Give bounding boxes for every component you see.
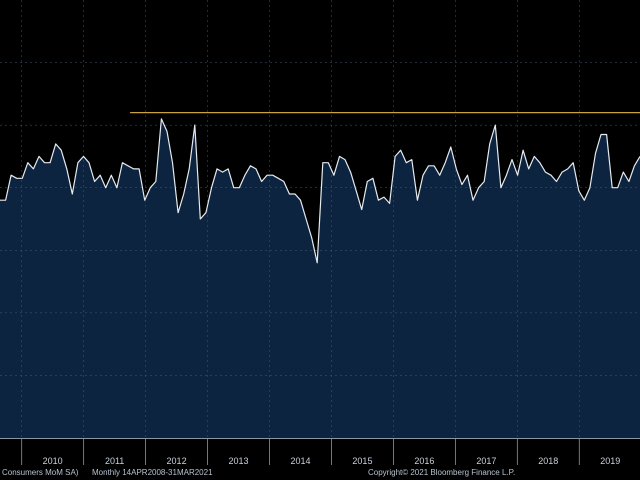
x-tick-label: 2010 — [43, 456, 63, 466]
x-tick-label: 2017 — [476, 456, 496, 466]
x-tick-label: 2014 — [290, 456, 310, 466]
chart-canvas: 2010 2011 2012 2013 2014 2015 2016 2017 2018 2019 — [0, 0, 640, 467]
x-tick-label: 2011 — [105, 456, 124, 466]
x-tick-label: 2013 — [229, 456, 249, 466]
series-area — [0, 118, 640, 439]
x-tick-label: 2015 — [352, 456, 372, 466]
x-tick-label: 2019 — [600, 456, 620, 466]
footer-date-range: Monthly 14APR2008-31MAR2021 — [92, 468, 213, 477]
x-tick-label: 2016 — [414, 456, 434, 466]
footer-series-label: Consumers MoM SA) — [2, 468, 79, 477]
series-line — [0, 118, 640, 264]
x-tick-label: 2018 — [538, 456, 558, 466]
chart-footer: Consumers MoM SA) Monthly 14APR2008-31MA… — [0, 467, 640, 480]
footer-copyright: Copyright© 2021 Bloomberg Finance L.P. — [368, 468, 516, 477]
x-tick-label: 2012 — [167, 456, 187, 466]
